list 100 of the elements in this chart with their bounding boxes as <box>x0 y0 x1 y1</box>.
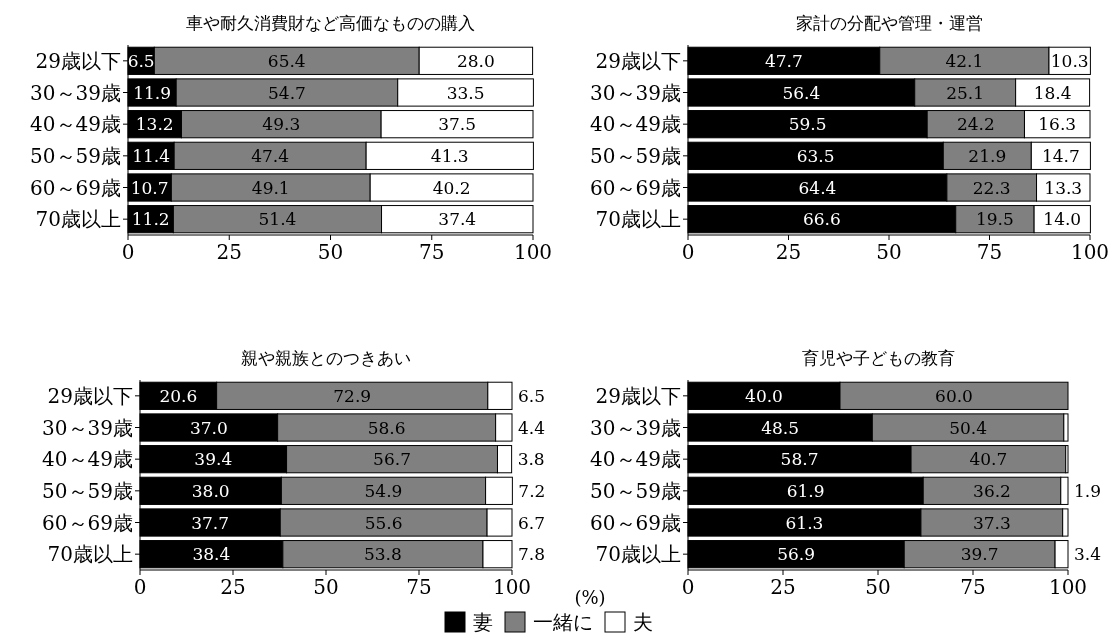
x-tick-label: 100 <box>492 575 532 599</box>
y-tick-label: 50～59歳 <box>590 478 681 503</box>
data-label: 6.7 <box>518 512 546 533</box>
data-label: 11.9 <box>133 82 172 103</box>
data-label: 10.3 <box>1050 50 1089 71</box>
x-tick-label: 25 <box>770 575 796 599</box>
x-tick-label: 50 <box>317 240 344 264</box>
data-label: 33.5 <box>446 82 485 103</box>
data-label: 55.6 <box>364 512 403 533</box>
data-label: 11.2 <box>131 209 170 230</box>
data-label: 25.1 <box>946 82 985 103</box>
y-tick-label: 40～49歳 <box>590 112 681 137</box>
x-tick-label: 25 <box>216 240 242 264</box>
y-tick-label: 70歳以上 <box>47 542 133 567</box>
data-label: 58.6 <box>367 417 406 438</box>
y-tick-label: 30～39歳 <box>42 415 133 440</box>
legend-label: 一緒に <box>533 610 593 634</box>
x-tick-label: 75 <box>419 240 445 264</box>
data-label: 24.2 <box>956 114 995 135</box>
data-label: 37.7 <box>191 512 230 533</box>
data-label: 47.7 <box>764 50 803 71</box>
data-label: 37.3 <box>972 512 1011 533</box>
data-label: 7.2 <box>518 480 546 501</box>
data-label: 20.6 <box>159 385 198 406</box>
x-tick-label: 75 <box>960 575 986 599</box>
data-label: 22.3 <box>972 177 1011 198</box>
data-label: 28.0 <box>456 50 495 71</box>
data-label: 1.9 <box>1074 480 1102 501</box>
data-label: 72.9 <box>333 385 372 406</box>
y-tick-label: 30～39歳 <box>590 415 681 440</box>
data-label: 11.4 <box>132 145 171 166</box>
data-label: 47.4 <box>251 145 290 166</box>
data-label: 38.4 <box>192 544 231 565</box>
y-tick-label: 30～39歳 <box>30 80 121 105</box>
data-label: 7.8 <box>518 544 546 565</box>
y-tick-label: 50～59歳 <box>42 478 133 503</box>
data-label: 42.1 <box>945 50 984 71</box>
x-tick-label: 50 <box>313 575 339 599</box>
y-tick-label: 70歳以上 <box>595 207 681 232</box>
data-label: 58.7 <box>780 449 819 470</box>
x-tick-label: 100 <box>513 240 553 264</box>
y-tick-label: 70歳以上 <box>35 207 121 232</box>
data-label: 65.4 <box>267 50 306 71</box>
data-label: 56.7 <box>373 449 411 470</box>
data-label: 60.0 <box>935 385 973 406</box>
data-label: 3.8 <box>517 449 545 470</box>
chart-title: 車や耐久消費財など高価なものの購入 <box>186 13 475 33</box>
data-label: 37.4 <box>438 209 477 230</box>
y-tick-label: 70歳以上 <box>595 542 681 567</box>
data-label: 56.9 <box>777 544 816 565</box>
text: (%) <box>574 587 606 608</box>
data-label: 10.7 <box>130 177 169 198</box>
data-label: 6.5 <box>518 385 546 406</box>
x-tick-label: 25 <box>775 240 802 264</box>
y-tick-label: 40～49歳 <box>30 112 121 137</box>
x-tick-label: 75 <box>406 575 432 599</box>
legend-label: 妻 <box>473 610 493 634</box>
x-tick-label: 25 <box>220 575 246 599</box>
data-label: 39.7 <box>960 544 999 565</box>
x-tick-label: 0 <box>133 575 147 599</box>
x-tick-label: 75 <box>976 240 1003 264</box>
chart-title: 親や親族とのつきあい <box>241 348 411 368</box>
y-tick-label: 29歳以下 <box>595 383 681 408</box>
data-label: 40.2 <box>432 177 471 198</box>
data-label: 3.4 <box>1074 544 1102 565</box>
data-label: 66.6 <box>802 209 841 230</box>
data-label: 13.2 <box>135 114 174 135</box>
data-label: 36.2 <box>973 480 1011 501</box>
x-tick-label: 50 <box>876 240 902 264</box>
data-label: 64.4 <box>798 177 837 198</box>
data-label: 54.7 <box>268 82 306 103</box>
y-tick-label: 40～49歳 <box>42 447 133 472</box>
data-label: 61.9 <box>786 480 825 501</box>
y-tick-label: 50～59歳 <box>30 143 121 168</box>
data-label: 53.8 <box>363 544 402 565</box>
chart-title: 育児や子どもの教育 <box>801 348 955 368</box>
y-tick-label: 30～39歳 <box>590 80 681 105</box>
data-label: 63.5 <box>796 145 835 166</box>
data-label: 16.3 <box>1038 114 1077 135</box>
data-label: 40.0 <box>745 385 783 406</box>
x-tick-label: 100 <box>1070 240 1110 264</box>
data-label: 50.4 <box>949 417 987 438</box>
x-tick-label: 50 <box>865 575 891 599</box>
data-label: 39.4 <box>194 449 233 470</box>
y-tick-label: 60～69歳 <box>590 510 681 535</box>
x-tick-label: 0 <box>121 240 135 264</box>
y-tick-label: 29歳以下 <box>35 48 121 73</box>
data-label: 14.0 <box>1043 209 1082 230</box>
data-label: 14.7 <box>1041 145 1080 166</box>
data-label: 21.9 <box>968 145 1007 166</box>
data-label: 19.5 <box>976 209 1014 230</box>
data-label: 51.4 <box>258 209 297 230</box>
legend-label: 夫 <box>633 610 653 634</box>
data-label: 6.5 <box>127 50 155 71</box>
data-label: 59.5 <box>788 114 827 135</box>
data-label: 18.4 <box>1033 82 1072 103</box>
data-label: 40.7 <box>969 449 1008 470</box>
data-label: 38.0 <box>191 480 230 501</box>
data-label: 48.5 <box>761 417 800 438</box>
data-label: 37.0 <box>189 417 228 438</box>
